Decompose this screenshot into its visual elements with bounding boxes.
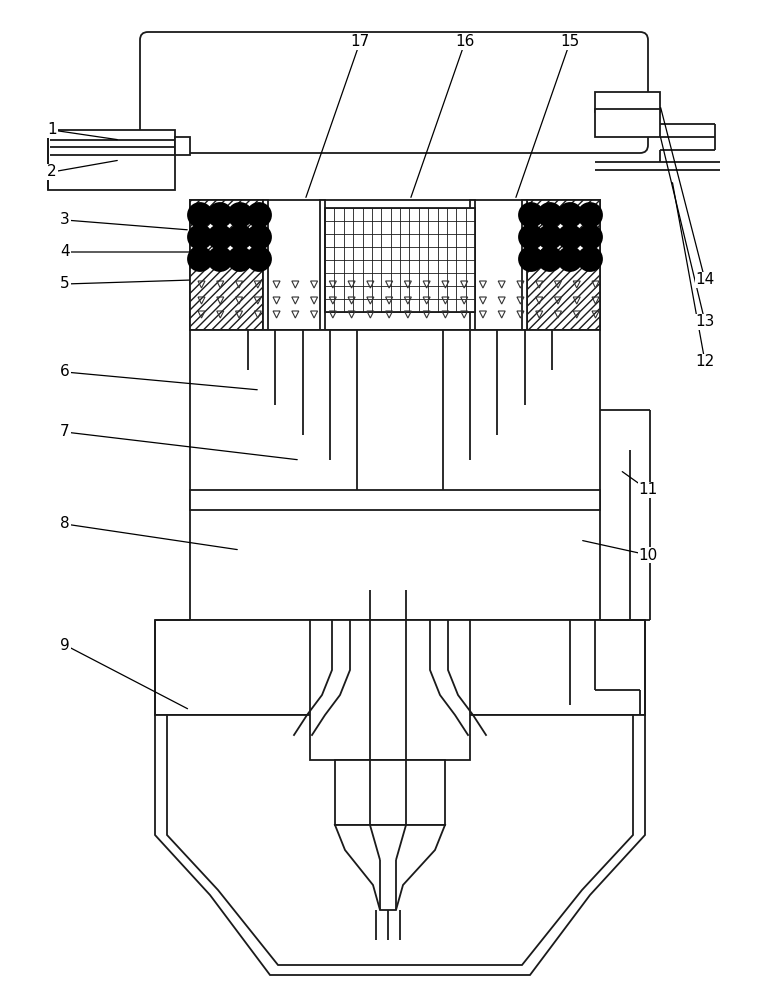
Polygon shape bbox=[155, 715, 645, 975]
Text: 9: 9 bbox=[60, 638, 70, 652]
Circle shape bbox=[188, 225, 212, 249]
Text: 7: 7 bbox=[60, 424, 70, 440]
Circle shape bbox=[228, 247, 252, 271]
Text: 17: 17 bbox=[351, 34, 370, 49]
Bar bbox=[190, 200, 263, 330]
Circle shape bbox=[538, 247, 562, 271]
Bar bbox=[527, 200, 600, 330]
Circle shape bbox=[208, 203, 232, 227]
Circle shape bbox=[538, 203, 562, 227]
Circle shape bbox=[208, 247, 232, 271]
Circle shape bbox=[519, 247, 543, 271]
Circle shape bbox=[247, 203, 271, 227]
Circle shape bbox=[247, 225, 271, 249]
Circle shape bbox=[247, 247, 271, 271]
Text: 13: 13 bbox=[695, 314, 715, 330]
Text: 4: 4 bbox=[60, 244, 70, 259]
Circle shape bbox=[519, 203, 543, 227]
Circle shape bbox=[578, 247, 602, 271]
Text: 15: 15 bbox=[560, 34, 580, 49]
FancyBboxPatch shape bbox=[140, 32, 648, 153]
Bar bbox=[190, 490, 600, 510]
Bar bbox=[335, 760, 445, 825]
Bar bbox=[595, 92, 660, 112]
Bar bbox=[595, 109, 660, 137]
Text: 16: 16 bbox=[455, 34, 474, 49]
Bar bbox=[522, 200, 527, 330]
Polygon shape bbox=[155, 620, 190, 715]
Polygon shape bbox=[167, 715, 633, 965]
Text: 12: 12 bbox=[695, 355, 715, 369]
Circle shape bbox=[558, 203, 582, 227]
Bar bbox=[470, 200, 475, 330]
Bar bbox=[190, 330, 600, 620]
Bar bbox=[320, 200, 325, 330]
Circle shape bbox=[538, 225, 562, 249]
Circle shape bbox=[558, 247, 582, 271]
Circle shape bbox=[228, 225, 252, 249]
Text: 14: 14 bbox=[695, 272, 715, 288]
Bar bbox=[175, 137, 190, 155]
Circle shape bbox=[558, 225, 582, 249]
Bar bbox=[325, 208, 475, 312]
Circle shape bbox=[208, 225, 232, 249]
Circle shape bbox=[188, 203, 212, 227]
Text: 1: 1 bbox=[47, 122, 57, 137]
Polygon shape bbox=[335, 825, 445, 910]
Text: 2: 2 bbox=[47, 164, 57, 180]
Bar bbox=[310, 620, 470, 760]
Circle shape bbox=[578, 203, 602, 227]
Circle shape bbox=[188, 247, 212, 271]
Text: 3: 3 bbox=[60, 213, 70, 228]
Circle shape bbox=[228, 203, 252, 227]
Circle shape bbox=[578, 225, 602, 249]
Bar bbox=[155, 620, 645, 715]
Text: 8: 8 bbox=[60, 516, 70, 532]
Bar bbox=[263, 200, 268, 330]
Text: 10: 10 bbox=[638, 548, 657, 562]
Text: 5: 5 bbox=[60, 276, 70, 292]
Circle shape bbox=[519, 225, 543, 249]
Text: 6: 6 bbox=[60, 364, 70, 379]
Bar bbox=[48, 130, 175, 190]
Bar bbox=[190, 200, 600, 330]
Text: 11: 11 bbox=[638, 483, 657, 497]
